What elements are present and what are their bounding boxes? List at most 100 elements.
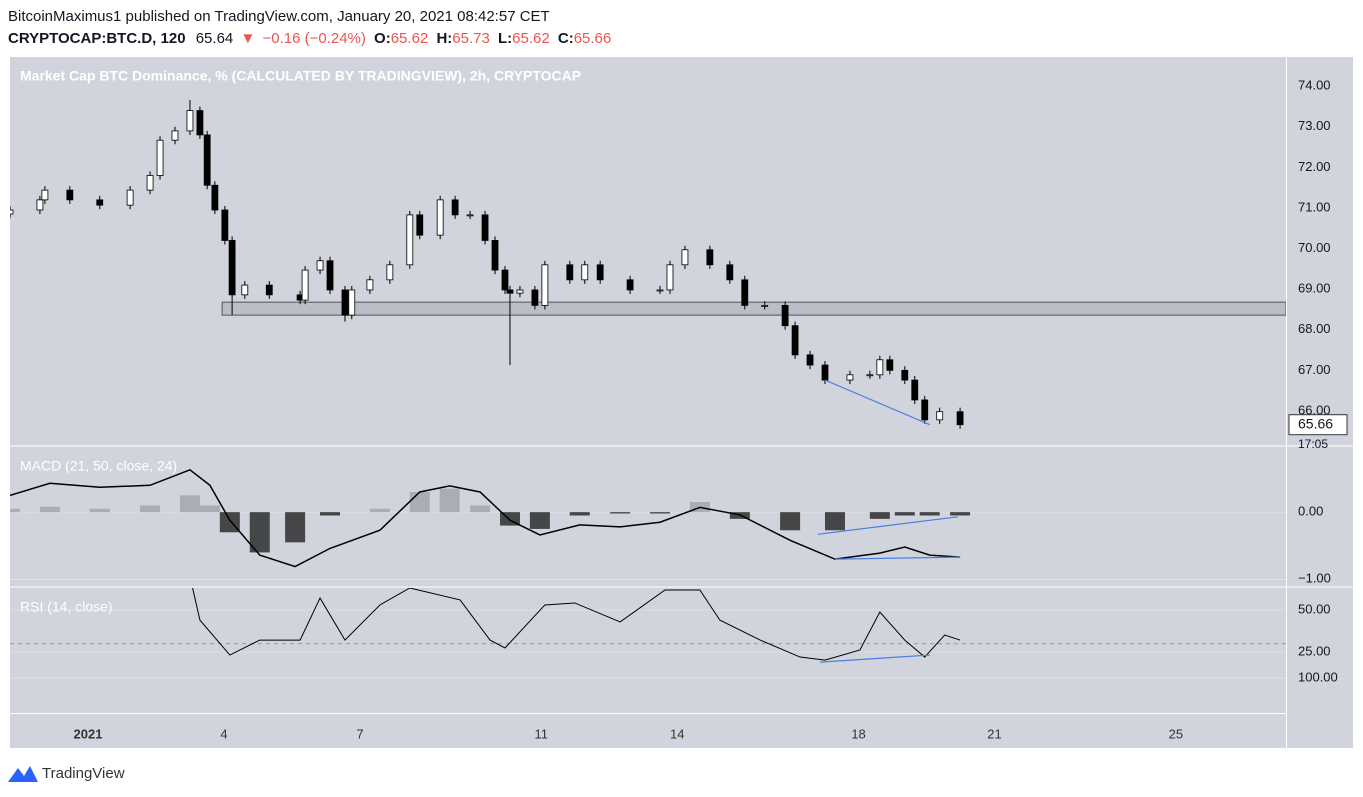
time-label: 17:05	[1298, 437, 1328, 451]
symbol: CRYPTOCAP:BTC.D, 120	[8, 30, 186, 47]
trendline	[817, 516, 958, 535]
last-price-label: 65.66	[1298, 415, 1333, 431]
candle-body	[451, 199, 459, 216]
candle-body	[156, 139, 164, 176]
publisher: BitcoinMaximus1 published on TradingView…	[8, 8, 550, 25]
candle-body	[876, 359, 884, 376]
trendline	[824, 379, 930, 426]
c-label: C:	[558, 30, 574, 47]
candle-body	[406, 214, 414, 266]
histogram-bar	[824, 512, 845, 531]
histogram-bar	[650, 512, 671, 514]
candle-body	[581, 264, 589, 281]
candle-body	[301, 269, 309, 301]
candle-body	[221, 209, 229, 241]
candle-body	[761, 304, 769, 307]
histogram-bar	[249, 512, 270, 553]
l-label: L:	[498, 30, 512, 47]
time-axis	[10, 714, 1286, 748]
histogram-bar	[140, 505, 161, 513]
candle-body	[171, 130, 179, 141]
candle-body	[416, 214, 424, 236]
candle-body	[265, 284, 273, 296]
candle-body	[921, 399, 929, 421]
candle-body	[936, 411, 944, 421]
candle-body	[366, 279, 374, 291]
y-tick-label: 66.00	[1298, 402, 1331, 417]
y-tick-label: −1.00	[1298, 571, 1331, 586]
candle-body	[203, 134, 211, 186]
histogram-bar	[610, 512, 631, 514]
candle-body	[481, 214, 489, 241]
candle-body	[66, 189, 74, 201]
candle-body	[186, 110, 194, 132]
y-tick-label: 67.00	[1298, 362, 1331, 377]
histogram-bar	[219, 512, 240, 533]
macd-line	[10, 468, 961, 568]
x-tick-label: 11	[535, 726, 549, 741]
candle-body	[506, 289, 514, 294]
brand: TradingView	[42, 765, 125, 782]
candle-body	[656, 289, 664, 292]
candle-body	[911, 379, 919, 401]
candle-body	[956, 411, 964, 426]
candle-body	[348, 289, 356, 316]
histogram-bar	[894, 512, 915, 516]
candle-body	[866, 374, 874, 377]
h: 65.73	[452, 30, 490, 47]
logo	[8, 766, 38, 782]
y-tick-label: 70.00	[1298, 240, 1331, 255]
y-tick-label: 100.00	[1298, 669, 1338, 684]
candle-body	[196, 110, 204, 136]
pane	[10, 588, 1286, 663]
x-tick-label: 25	[1169, 726, 1183, 741]
histogram-bar	[529, 512, 550, 529]
candle-body	[501, 269, 509, 291]
x-tick-label: 2021	[74, 726, 103, 741]
rsi-line	[192, 588, 961, 661]
candle-body	[566, 264, 574, 281]
histogram-bar	[470, 505, 491, 513]
histogram-bar	[780, 512, 801, 531]
y-tick-label: 69.00	[1298, 281, 1331, 296]
candle-body	[531, 289, 539, 306]
candle-body	[846, 374, 854, 381]
y-tick-label: 73.00	[1298, 118, 1331, 133]
histogram-bar	[950, 512, 971, 516]
candle-body	[36, 199, 44, 211]
candle-body	[241, 284, 249, 296]
pane	[10, 100, 1286, 429]
price-axis	[1287, 57, 1353, 748]
histogram-bar	[439, 488, 460, 513]
candle-body	[386, 264, 394, 281]
trendline	[834, 556, 961, 560]
x-tick-label: 21	[987, 726, 1001, 741]
candle-body	[596, 264, 604, 281]
last: 65.64	[196, 30, 234, 47]
pane	[10, 468, 971, 568]
candle-body	[96, 199, 104, 206]
candle-body	[126, 189, 134, 206]
y-tick-label: 68.00	[1298, 321, 1331, 336]
candle-body	[228, 240, 236, 296]
histogram-bar	[919, 512, 940, 516]
pane-title: RSI (14, close)	[20, 599, 113, 615]
candle-body	[341, 289, 349, 316]
candle-body	[726, 264, 734, 281]
y-tick-label: 0.00	[1298, 504, 1323, 519]
histogram-bar	[199, 505, 220, 513]
histogram-bar	[10, 508, 20, 513]
histogram-bar	[409, 491, 430, 513]
histogram-bar	[179, 495, 200, 513]
y-tick-label: 72.00	[1298, 159, 1331, 174]
candle-body	[791, 325, 799, 356]
histogram-bar	[39, 506, 60, 513]
y-tick-label: 50.00	[1298, 601, 1331, 616]
candle-body	[886, 359, 894, 371]
y-tick-label: 25.00	[1298, 643, 1331, 658]
arrow: ▼	[240, 30, 255, 47]
pane-title: Market Cap BTC Dominance, % (CALCULATED …	[20, 68, 581, 84]
histogram-bar	[869, 512, 890, 519]
pane-title: MACD (21, 50, close, 24)	[20, 458, 177, 474]
